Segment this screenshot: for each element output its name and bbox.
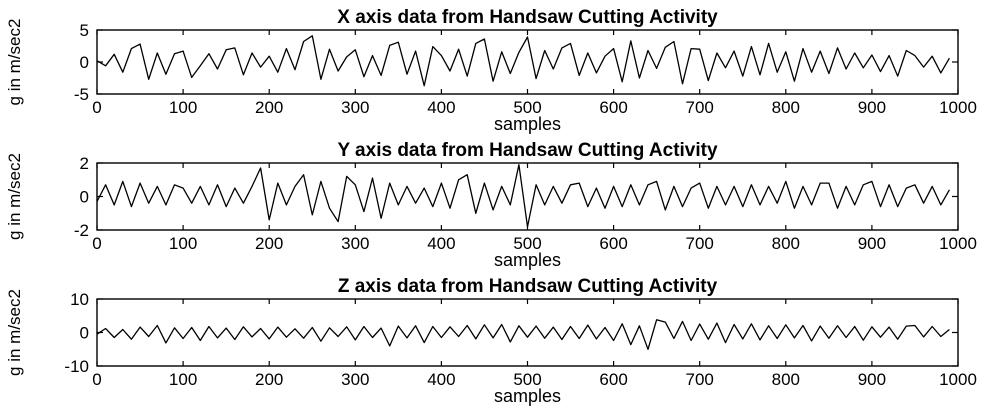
y-axis-label: g in m/sec2 <box>5 289 24 376</box>
x-tick-label: 200 <box>255 370 283 389</box>
x-tick-label: 500 <box>513 370 541 389</box>
x-tick-label: 700 <box>686 234 714 253</box>
y-tick-label: 5 <box>80 21 89 40</box>
x-tick-label: 400 <box>427 370 455 389</box>
signal-line <box>96 35 950 87</box>
x-tick-label: 900 <box>858 98 886 117</box>
x-tick-label: 400 <box>427 98 455 117</box>
subplot-3: 0 100 200 300 400 500 600 700 800 900 1000-10010Z … <box>5 276 977 406</box>
x-tick-label: 500 <box>513 234 541 253</box>
chart-title: Y axis data from Handsaw Cutting Activit… <box>337 140 718 161</box>
x-tick-label: 600 <box>599 370 627 389</box>
y-tick-label: -2 <box>74 221 89 240</box>
x-tick-label: 300 <box>341 98 369 117</box>
x-tick-label: 100 <box>169 234 197 253</box>
y-axis-label: g in m/sec2 <box>5 19 24 106</box>
x-tick-label: 600 <box>599 234 627 253</box>
y-tick-label: 0 <box>80 53 89 72</box>
x-tick-label: 700 <box>686 98 714 117</box>
y-tick-label: 2 <box>80 154 89 173</box>
x-tick-label: 300 <box>341 370 369 389</box>
y-tick-label: 0 <box>80 324 89 343</box>
x-tick-label: 200 <box>255 234 283 253</box>
y-tick-label: 0 <box>80 188 89 207</box>
x-tick-label: 600 <box>599 98 627 117</box>
y-tick-label: 10 <box>70 290 89 309</box>
signal-line <box>96 164 950 228</box>
x-tick-label: 0 <box>92 370 101 389</box>
chart-title: Z axis data from Handsaw Cutting Activit… <box>338 276 718 297</box>
x-axis-label: samples <box>494 250 561 270</box>
signal-line <box>96 319 950 350</box>
x-tick-label: 1000 <box>939 234 977 253</box>
plot-frame <box>96 298 959 367</box>
plot-frame <box>96 29 959 95</box>
x-tick-label: 400 <box>427 234 455 253</box>
x-tick-label: 900 <box>858 370 886 389</box>
x-tick-label: 800 <box>772 370 800 389</box>
y-tick-label: -5 <box>74 85 89 104</box>
x-tick-label: 800 <box>772 234 800 253</box>
x-axis-label: samples <box>494 114 561 134</box>
x-tick-label: 1000 <box>939 98 977 117</box>
x-tick-label: 700 <box>686 370 714 389</box>
x-tick-label: 200 <box>255 98 283 117</box>
x-tick-label: 800 <box>772 98 800 117</box>
plot-frame <box>96 162 959 231</box>
x-tick-label: 0 <box>92 98 101 117</box>
x-axis-label: samples <box>494 386 561 406</box>
x-tick-label: 1000 <box>939 370 977 389</box>
y-tick-label: -10 <box>64 357 89 376</box>
x-tick-label: 900 <box>858 234 886 253</box>
x-tick-label: 0 <box>92 234 101 253</box>
x-tick-label: 100 <box>169 98 197 117</box>
x-tick-label: 300 <box>341 234 369 253</box>
y-axis-label: g in m/sec2 <box>5 153 24 240</box>
x-tick-label: 500 <box>513 98 541 117</box>
chart-title: X axis data from Handsaw Cutting Activit… <box>337 7 718 28</box>
x-tick-label: 100 <box>169 370 197 389</box>
